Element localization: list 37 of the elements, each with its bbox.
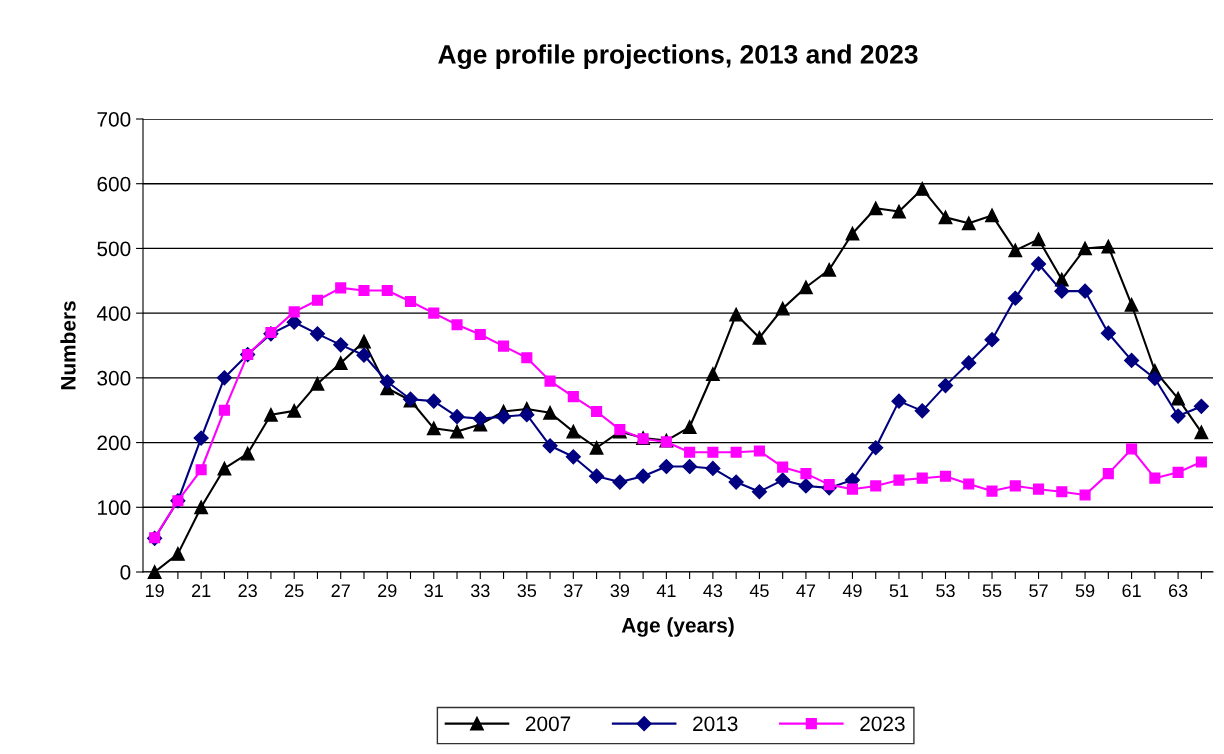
x-tick-label: 23 <box>238 584 257 598</box>
legend-label: 2013 <box>693 716 738 732</box>
y-tick-label: 300 <box>97 370 131 386</box>
x-tick-label: 33 <box>470 584 490 598</box>
x-tick-label: 45 <box>749 584 769 598</box>
y-tick-label: 200 <box>97 435 131 451</box>
x-tick-label: 49 <box>842 584 862 598</box>
x-tick-label: 37 <box>563 584 583 598</box>
x-tick-label: 51 <box>889 584 909 598</box>
y-tick-label: 700 <box>97 112 131 127</box>
x-tick-label: 41 <box>656 584 676 597</box>
x-tick-label: 21 <box>192 584 211 597</box>
x-tick-label: 27 <box>331 584 350 597</box>
x-tick-label: 43 <box>703 584 723 598</box>
legend-label: 2007 <box>525 716 571 732</box>
x-tick-label: 25 <box>285 584 304 598</box>
y-tick-label: 400 <box>96 306 131 321</box>
y-tick-label: 0 <box>120 565 131 580</box>
y-tick-label: 500 <box>97 241 131 257</box>
chart-title: Age profile projections, 2013 and 2023 <box>438 44 918 70</box>
x-tick-label: 19 <box>145 584 164 598</box>
x-tick-label: 29 <box>378 584 397 598</box>
x-tick-label: 61 <box>1122 584 1141 598</box>
x-axis-title: Age (years) <box>621 617 734 637</box>
legend-label: 2023 <box>860 716 905 732</box>
x-tick-label: 63 <box>1168 584 1188 598</box>
x-tick-label: 47 <box>796 584 816 597</box>
x-tick-label: 53 <box>936 584 955 598</box>
x-tick-label: 35 <box>517 584 537 598</box>
y-tick-label: 100 <box>98 500 131 516</box>
x-tick-label: 31 <box>424 584 443 598</box>
x-tick-label: 57 <box>1029 584 1048 598</box>
y-axis-title: Numbers <box>60 301 76 390</box>
y-tick-label: 600 <box>97 176 131 192</box>
x-tick-label: 55 <box>982 584 1002 598</box>
x-tick-label: 39 <box>610 584 630 598</box>
x-tick-label: 59 <box>1075 584 1095 598</box>
